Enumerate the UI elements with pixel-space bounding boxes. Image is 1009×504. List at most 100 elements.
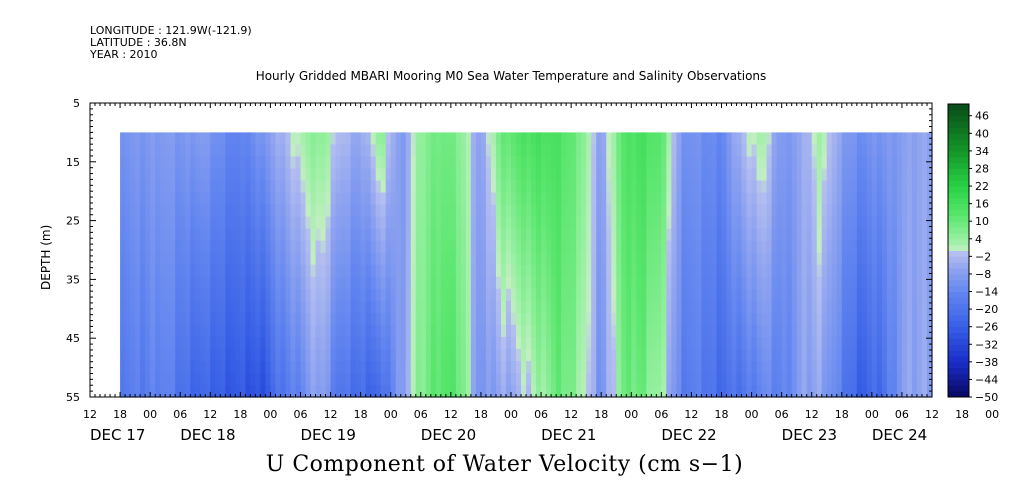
heatmap-cell (290, 216, 297, 230)
x-tick-label: 00 (745, 408, 759, 421)
heatmap-cell (746, 288, 753, 302)
heatmap-cell (335, 144, 342, 158)
heatmap-cell (756, 348, 763, 362)
heatmap-cell (796, 324, 803, 338)
heatmap-cell (485, 180, 492, 194)
heatmap-cell (586, 300, 592, 314)
heatmap-cell (285, 168, 292, 182)
heatmap-cell (385, 312, 392, 326)
heatmap-cell (716, 372, 723, 386)
heatmap-cell (916, 240, 923, 254)
heatmap-cell (621, 360, 627, 374)
heatmap-cell (475, 156, 482, 170)
heatmap-cell (771, 228, 778, 242)
x-tick-label: 00 (985, 408, 999, 421)
heatmap-cell (390, 372, 397, 386)
heatmap-cell (285, 252, 292, 266)
heatmap-cell (480, 336, 487, 350)
heatmap-cell (395, 348, 402, 362)
heatmap-cell (841, 336, 848, 350)
heatmap-cell (631, 312, 637, 326)
heatmap-cell (380, 168, 387, 182)
heatmap-cell (340, 204, 347, 218)
colorbar-band (948, 203, 969, 210)
heatmap-cell (410, 288, 417, 302)
heatmap-cell (561, 288, 567, 302)
heatmap-cell (355, 384, 362, 398)
heatmap-cell (190, 288, 196, 302)
heatmap-cell (516, 132, 522, 146)
heatmap-cell (215, 312, 221, 326)
heatmap-cell (741, 144, 748, 158)
heatmap-cell (265, 156, 272, 170)
heatmap-cell (821, 240, 828, 254)
heatmap-cell (430, 312, 437, 326)
heatmap-cell (656, 300, 662, 314)
heatmap-cell (771, 252, 778, 266)
heatmap-cell (526, 144, 532, 158)
heatmap-cell (606, 252, 612, 266)
heatmap-cell (836, 192, 843, 206)
heatmap-cell (420, 132, 427, 146)
heatmap-cell (420, 192, 427, 206)
heatmap-cell (806, 300, 813, 314)
heatmap-cell (921, 156, 928, 170)
heatmap-cell (395, 384, 402, 398)
heatmap-cell (701, 252, 708, 266)
heatmap-cell (495, 288, 502, 302)
heatmap-cell (731, 192, 738, 206)
heatmap-cell (546, 300, 552, 314)
heatmap-cell (921, 276, 928, 290)
heatmap-cell (511, 168, 517, 182)
heatmap-cell (375, 204, 382, 218)
x-date-label: DEC 21 (541, 426, 596, 444)
heatmap-cell (460, 204, 467, 218)
heatmap-cell (365, 360, 372, 374)
heatmap-cell (480, 276, 487, 290)
heatmap-cell (641, 288, 647, 302)
heatmap-cell (285, 192, 292, 206)
colorbar-band (948, 174, 969, 181)
heatmap-cell (310, 288, 317, 302)
heatmap-cell (360, 156, 367, 170)
heatmap-cell (355, 168, 362, 182)
x-tick-label: 06 (654, 408, 668, 421)
heatmap-cell (721, 144, 728, 158)
heatmap-cell (571, 132, 577, 146)
heatmap-cell (846, 348, 853, 362)
heatmap-cell (435, 264, 442, 278)
heatmap-cell (686, 180, 693, 194)
heatmap-cell (325, 132, 332, 146)
heatmap-cell (516, 312, 522, 326)
heatmap-cell (851, 312, 858, 326)
heatmap-cell (836, 252, 843, 266)
heatmap-cell (526, 132, 532, 146)
heatmap-cell (125, 192, 131, 206)
heatmap-cell (681, 228, 688, 242)
heatmap-cell (200, 192, 206, 206)
heatmap-cell (310, 384, 317, 398)
heatmap-cell (666, 216, 672, 230)
heatmap-cell (380, 192, 387, 206)
heatmap-cell (546, 384, 552, 398)
heatmap-cell (170, 156, 176, 170)
heatmap-cell (731, 204, 738, 218)
heatmap-cell (270, 336, 277, 350)
heatmap-cell (796, 264, 803, 278)
heatmap-cell (360, 372, 367, 386)
heatmap-cell (490, 336, 497, 350)
heatmap-cell (911, 372, 918, 386)
heatmap-cell (470, 348, 477, 362)
heatmap-cell (375, 216, 382, 230)
heatmap-cell (460, 156, 467, 170)
colorbar-tick-label: −20 (975, 303, 998, 316)
heatmap-cell (921, 192, 928, 206)
heatmap-cell (651, 336, 657, 350)
heatmap-cell (746, 384, 753, 398)
heatmap-cell (170, 336, 176, 350)
heatmap-cell (681, 288, 688, 302)
heatmap-cell (706, 264, 713, 278)
heatmap-cell (511, 324, 517, 338)
heatmap-cell (180, 216, 186, 230)
heatmap-cell (500, 252, 507, 266)
